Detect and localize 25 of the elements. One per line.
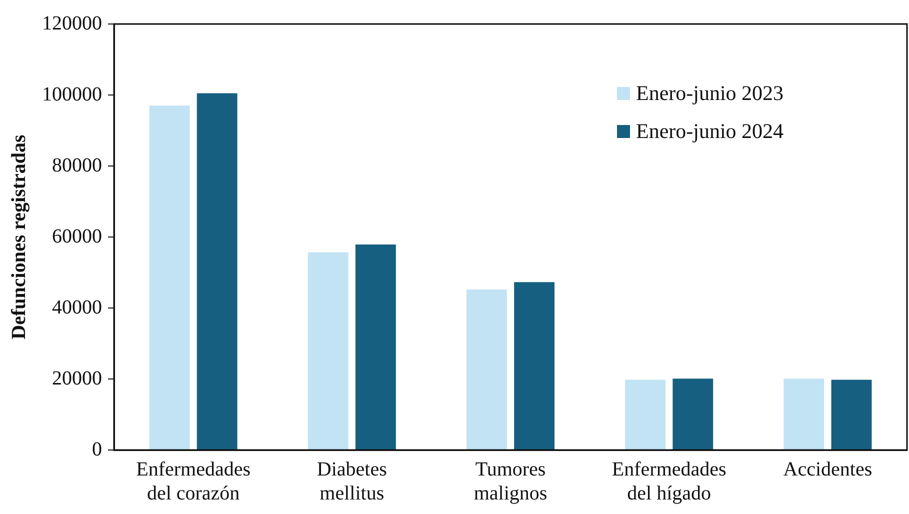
y-tick-label: 80000 <box>52 154 102 176</box>
x-tick-label: Diabetes mellitus <box>316 458 388 504</box>
bar <box>196 93 238 450</box>
bar <box>308 252 348 450</box>
y-tick-label: 40000 <box>52 296 102 318</box>
bar <box>625 380 666 450</box>
y-tick-label: 100000 <box>42 83 102 106</box>
x-tick-label: Tumores malignos <box>474 458 548 504</box>
bar <box>672 378 714 450</box>
y-tick-label: 60000 <box>52 225 102 248</box>
y-tick-label: 20000 <box>52 367 102 390</box>
bar <box>355 244 396 450</box>
x-tick-label: Enfermedades del corazón <box>136 458 251 504</box>
y-tick-label: 0 <box>92 438 102 460</box>
y-tick-label: 120000 <box>42 12 102 34</box>
y-axis-title: Defunciones registradas <box>8 134 30 340</box>
bar <box>466 290 507 450</box>
bar <box>784 378 824 450</box>
bar <box>149 106 190 450</box>
legend-label: Enero-junio 2023 <box>636 80 784 106</box>
x-tick-label: Enfermedades del hígado <box>612 458 727 504</box>
bar <box>514 282 555 450</box>
legend-label: Enero-junio 2024 <box>636 118 784 144</box>
x-tick-label: Accidentes <box>783 458 872 480</box>
bar <box>831 380 872 450</box>
